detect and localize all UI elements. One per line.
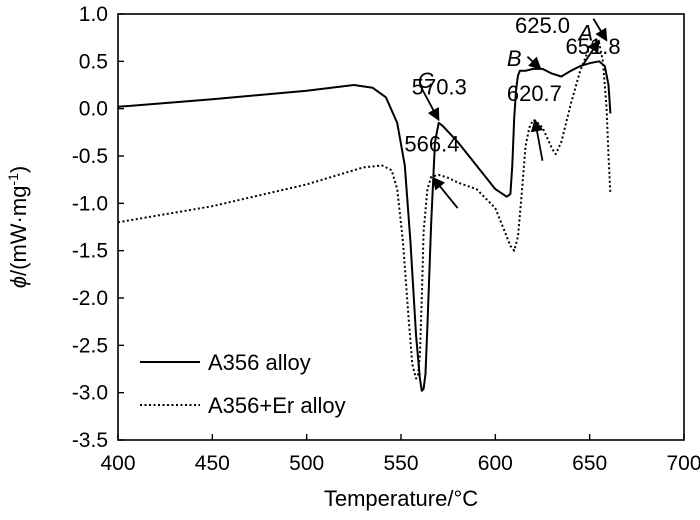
annotation-a: A: [577, 21, 594, 46]
x-tick-label: 450: [195, 452, 230, 475]
series-layer: [117, 39, 612, 392]
y-tick-label: -3.0: [72, 382, 108, 405]
arrow-pointer: [581, 39, 600, 67]
x-axis-title: Temperature/°C: [324, 486, 478, 511]
legend: A356 alloy A356+Er alloy: [140, 350, 346, 418]
x-tick-label: 650: [572, 452, 607, 475]
y-tick-label: -1.0: [72, 192, 108, 215]
series-a356-er-line: [117, 39, 612, 380]
x-tick-label: 400: [100, 452, 135, 475]
annotation-566-4: 566.4: [404, 131, 459, 156]
y-axis-unit-sup: -1: [5, 173, 21, 186]
series-a356-line: [117, 60, 612, 392]
y-axis-title: ϕ/(mW·mg-1): [5, 166, 31, 288]
arrow-pointer: [530, 118, 544, 161]
annotation-620-7: 620.7: [507, 81, 562, 106]
y-axis-unit: /(mW·mg: [6, 186, 31, 276]
arrow-pointer: [432, 176, 459, 209]
x-tick-label: 700: [666, 452, 700, 475]
x-tick-label: 600: [478, 452, 513, 475]
y-axis-symbol: ϕ: [6, 276, 31, 288]
y-tick-label: 0.5: [79, 50, 108, 73]
y-tick-label: -0.5: [72, 145, 108, 168]
legend-label-a356: A356 alloy: [208, 350, 311, 375]
legend-label-a356-er: A356+Er alloy: [208, 393, 346, 418]
y-tick-label: -3.5: [72, 429, 108, 452]
x-tick-label: 500: [289, 452, 324, 475]
x-axis: 400 450 500 550 600 650 700: [100, 434, 700, 475]
annotation-625-0: 625.0: [515, 13, 570, 38]
y-tick-label: -2.0: [72, 287, 108, 310]
annotation-b: B: [507, 46, 522, 71]
y-axis-unit-close: ): [6, 166, 31, 173]
y-tick-label: -1.5: [72, 240, 108, 263]
y-tick-label: -2.5: [72, 334, 108, 357]
x-tick-label: 550: [383, 452, 418, 475]
arrow-pointer: [592, 18, 608, 42]
y-tick-label: 0.0: [79, 98, 108, 121]
arrow-pointer: [419, 84, 440, 122]
arrow-pointer: [526, 55, 542, 70]
y-axis: 1.0 0.5 0.0 -0.5 -1.0 -1.5 -2.0 -2.5 -3.0 -3.5: [72, 3, 124, 452]
y-tick-label: 1.0: [79, 3, 108, 26]
annotation-c: C: [418, 68, 434, 93]
